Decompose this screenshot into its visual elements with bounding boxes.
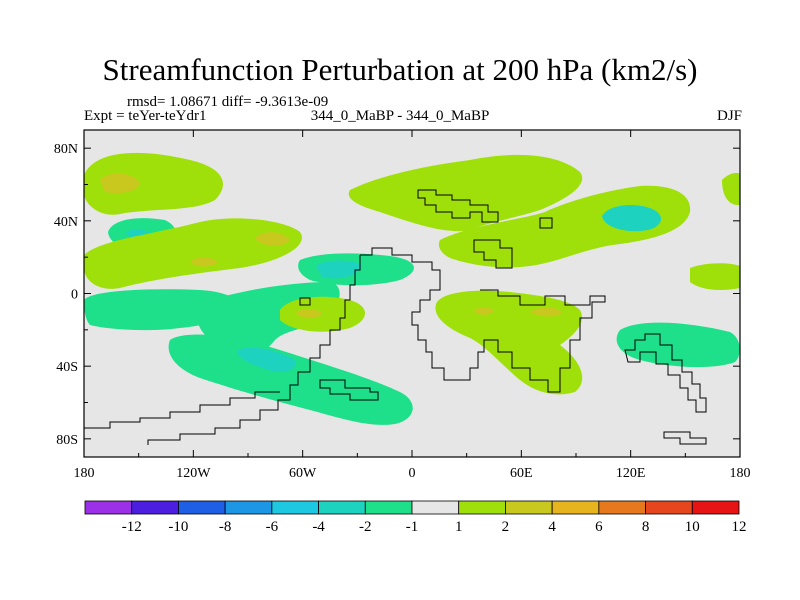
colorbar-label: 8	[642, 519, 650, 535]
y-tick-label: 80N	[54, 142, 78, 157]
colorbar-swatch	[178, 500, 226, 515]
contour-region	[316, 260, 362, 279]
colorbar-label: -6	[266, 519, 279, 535]
y-tick-label: 80S	[56, 433, 78, 448]
x-tick-label: 0	[409, 466, 416, 481]
colorbar-swatch	[411, 500, 460, 515]
colorbar-label: 1	[455, 519, 463, 535]
colorbar-swatch	[551, 500, 600, 515]
contour-region	[690, 263, 740, 290]
colorbar-label: 10	[685, 519, 700, 535]
contour-region	[84, 152, 223, 215]
colorbar-swatch	[598, 500, 646, 515]
chart-title: Streamfunction Perturbation at 200 hPa (…	[102, 52, 698, 87]
coastline	[84, 391, 280, 429]
colorbar-swatch	[271, 500, 319, 515]
colorbar-swatch	[224, 500, 273, 515]
coastline	[417, 189, 499, 223]
contour-region	[430, 206, 478, 224]
contour-region	[348, 154, 583, 232]
contour-region	[84, 218, 302, 289]
y-tick-label: 0	[71, 288, 78, 303]
coastline	[473, 239, 513, 269]
colorbar-label: -10	[168, 519, 188, 535]
contour-region	[435, 290, 583, 395]
coastline	[663, 431, 707, 445]
coastline	[624, 333, 707, 413]
contour-region	[602, 204, 662, 232]
y-tick-label: 40N	[54, 215, 78, 230]
x-tick-label: 60W	[289, 466, 317, 481]
colorbar-label: 4	[548, 519, 556, 535]
contour-region	[474, 307, 494, 315]
x-tick-label: 180	[74, 466, 95, 481]
colorbar-swatch	[458, 500, 506, 515]
colorbar-label: -4	[312, 519, 325, 535]
contour-region	[168, 334, 413, 425]
x-tick-label: 180	[730, 466, 751, 481]
contour-region	[190, 257, 218, 267]
colorbar-label: -2	[359, 519, 372, 535]
colorbar-swatch	[318, 500, 366, 515]
contour-region	[296, 309, 322, 319]
x-tick-label: 120E	[616, 466, 646, 481]
colorbar-swatch	[505, 500, 553, 515]
comparison-label: 344_0_MaBP - 344_0_MaBP	[310, 108, 490, 124]
coastlines	[84, 189, 707, 445]
colorbar-label: -8	[219, 519, 232, 535]
season-label: DJF	[716, 108, 742, 124]
contour-region	[530, 307, 562, 317]
coastline	[319, 379, 379, 401]
stats-label: rmsd= 1.08671 diff= -9.3613e-09	[127, 94, 329, 110]
colorbar-swatch	[691, 500, 740, 515]
colorbar-label: 6	[595, 519, 603, 535]
contour-region	[280, 296, 365, 332]
colorbar-swatch	[364, 500, 413, 515]
x-tick-label: 60E	[510, 466, 533, 481]
contour-region	[237, 347, 296, 372]
contour-region	[722, 172, 740, 206]
x-tick-label: 120W	[176, 466, 211, 481]
y-tick-label: 40S	[56, 360, 78, 375]
colorbar-swatch	[84, 500, 133, 515]
experiment-label: Expt = teYer-teYdr1	[84, 108, 207, 124]
colorbar-label: 12	[732, 519, 747, 535]
contour-region	[100, 173, 140, 194]
coastline	[299, 297, 311, 306]
coastline	[360, 247, 606, 393]
colorbar-label: 2	[502, 519, 510, 535]
colorbar-label: -1	[406, 519, 419, 535]
colorbar-label: -12	[122, 519, 142, 535]
colorbar-swatch	[131, 500, 179, 515]
coastline	[147, 255, 361, 445]
coastline	[539, 217, 553, 229]
colorbar-swatch	[645, 500, 693, 515]
contour-region	[255, 232, 290, 246]
